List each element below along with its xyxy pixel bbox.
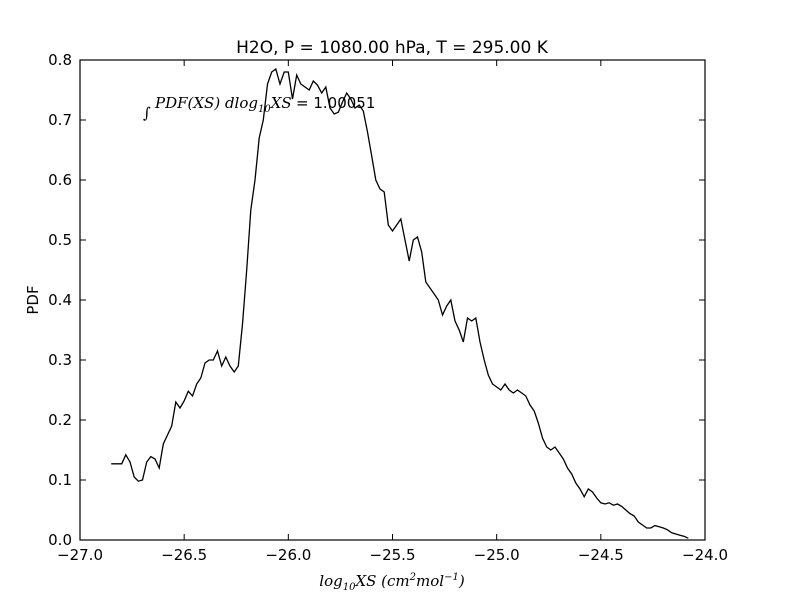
annotation-integrand: PDF(XS) dlog10XS	[154, 94, 292, 115]
x-axis-ticks: −27.0 −26.5 −26.0 −25.5 −25.0 −24.5 −24.0	[57, 60, 728, 564]
y-tick-label: 0.2	[48, 411, 72, 429]
annotation-subscript: 10	[258, 104, 271, 115]
y-tick-label: 0.7	[48, 111, 72, 129]
x-tick-label: −26.5	[161, 546, 207, 564]
x-tick-label: −25.5	[370, 546, 416, 564]
annotation-equals: =	[296, 94, 313, 112]
y-tick-label: 0.6	[48, 171, 72, 189]
y-tick-label: 0.8	[48, 51, 72, 69]
x-tick-label: −27.0	[57, 546, 103, 564]
x-tick-label: −26.0	[265, 546, 311, 564]
annotation-tail: XS	[270, 94, 292, 112]
y-tick-label: 0.4	[48, 291, 72, 309]
annotation-number: 1.00051	[313, 94, 375, 112]
xlabel-sub: 10	[343, 582, 356, 593]
x-tick-label: −24.0	[682, 546, 728, 564]
x-tick-label: −25.0	[474, 546, 520, 564]
y-tick-label: 0.3	[48, 351, 72, 369]
y-axis-ticks: 0.0 0.1 0.2 0.3 0.4 0.5 0.6 0.7 0.8	[48, 51, 705, 549]
xlabel-sup2: −1	[444, 572, 459, 583]
xlabel-mol: mol	[416, 572, 444, 590]
y-tick-label: 0.5	[48, 231, 72, 249]
xlabel-xs: XS (cm	[354, 572, 409, 590]
plot-frame	[79, 59, 706, 541]
x-axis-label: log10XS (cm2mol−1)	[319, 572, 465, 593]
xlabel-close: )	[458, 572, 465, 590]
y-tick-label: 0.1	[48, 471, 72, 489]
xlabel-sup1: 2	[409, 572, 416, 583]
annotation-integrand-text: PDF(XS) dlog	[154, 94, 258, 112]
chart-title: H2O, P = 1080.00 hPa, T = 295.00 K	[236, 38, 549, 58]
integral-annotation: ∫ PDF(XS) dlog10XS = 1.00051	[143, 94, 375, 122]
x-tick-label: −24.5	[578, 546, 624, 564]
y-tick-label: 0.0	[48, 531, 72, 549]
pdf-series-line	[111, 67, 689, 539]
integral-sign: ∫	[143, 104, 151, 122]
y-axis-label: PDF	[24, 285, 42, 314]
annotation-value: = 1.00051	[296, 94, 375, 112]
xlabel-log: log	[319, 572, 342, 590]
